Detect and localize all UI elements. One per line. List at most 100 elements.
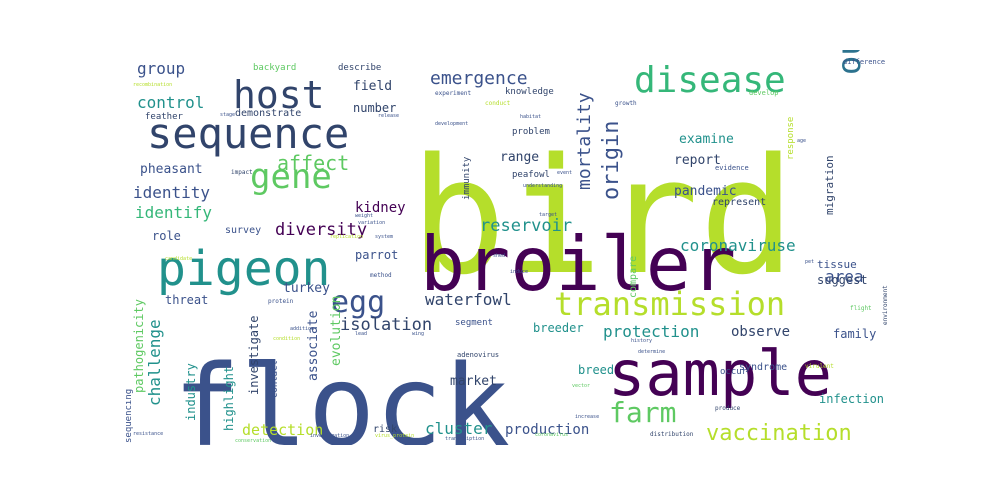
word-pandemic: pandemic [674,184,737,199]
word-highlight: highlight [222,366,236,431]
word-system: system [375,234,393,240]
word-occur: occur [720,367,748,377]
word-migration: migration [823,155,836,215]
word-identity: identity [133,183,210,202]
word-challenge: challenge [145,319,164,406]
word-represent: represent [712,197,766,208]
word-production: production [505,422,589,438]
word-difference: difference [843,58,885,66]
word-response: response [786,117,796,160]
word-breeder: breeder [533,321,584,335]
word-candidate: candidate [165,256,192,262]
word-cloud-canvas: bird flock broiler sample pigeon sequencehost… [125,50,895,445]
word-syndrome: syndrome [739,362,787,373]
word-growth: growth [615,100,637,107]
word-isolation: isolation [340,315,432,335]
word-demonstrate: demonstrate [235,108,301,119]
word-stage: stage [220,112,235,118]
word-mortality: mortality [574,92,595,190]
word-waterfowl: waterfowl [425,290,512,309]
word-adenovirus: adenovirus [457,351,499,359]
word-characterize: characterize [893,116,895,195]
word-transcription: transcription [445,436,484,442]
word-pathogenicity: pathogenicity [132,299,146,393]
word-virulent: virulent [805,363,834,370]
word-farm: farm [609,396,676,429]
word-target: target [539,212,557,218]
word-produce: produce [715,405,741,412]
word-infection: infection [819,392,884,406]
word-outbreak: outbreak [830,50,868,75]
word-evolution: evolution [329,296,344,366]
word-feather: feather [145,112,184,122]
word-risk: risk [373,424,397,435]
word-vector: vector [572,383,590,389]
word-examine: examine [679,132,734,147]
word-broiler: broiler [420,220,736,308]
word-breed: breed [578,363,614,377]
word-report: report [674,153,721,168]
word-environment: environment [882,285,889,325]
word-industry: industry [184,363,198,421]
word-development: development [435,121,468,127]
word-turkey: turkey [283,281,330,296]
word-variation: variation [358,220,385,226]
word-segment: segment [455,318,493,328]
word-experiment: experiment [435,90,472,97]
word-gene: gene [250,157,332,197]
word-pet: pet [805,259,814,265]
word-parrot: parrot [355,248,398,262]
word-conduct: conduct [485,100,511,107]
word-coronaviruse: coronaviruse [680,236,796,255]
word-shed: shed [493,253,505,259]
word-describe: describe [338,63,381,73]
word-impact: impact [231,169,253,176]
word-reservoir: reservoir [480,216,572,236]
word-problem: problem [512,127,550,137]
word-age: age [797,138,806,144]
word-pigeon: pigeon [157,241,330,297]
word-peafowl: peafowl [512,170,550,180]
word-sample: sample [608,337,832,410]
word-replication: replication [330,234,363,240]
word-cloud: bird flock broiler sample pigeon sequence host… [125,50,895,445]
word-increase: increase [575,414,599,420]
word-understanding: understanding [523,183,562,189]
word-origin: origin [599,121,624,200]
word-knowledge: knowledge [505,87,554,97]
word-backyard: backyard [253,63,296,73]
word-disease: disease [634,60,786,101]
word-history: history [631,338,652,344]
word-transmission: transmission [554,285,785,323]
word-compare: compare [628,256,639,298]
word-vaccination: vaccination [706,421,852,445]
word-number: number [353,101,396,115]
word-investigation: investigation [310,433,349,439]
word-identify: identify [135,203,212,222]
word-suggest: suggest [817,273,868,287]
word-protection: protection [603,322,699,341]
word-affect: affect [277,151,349,175]
word-condition: condition [273,336,300,342]
word-family: family [833,327,876,341]
word-conservation: conservation [235,438,271,444]
word-detection: detection [242,421,323,439]
word-control: control [137,93,204,112]
word-sequencing: sequencing [125,389,134,443]
word-contact: contact [270,360,280,398]
word-determine: determine [638,349,665,355]
word-addition: addition [290,326,314,332]
word-distribution: distribution [650,431,694,438]
word-weight: weight [355,213,373,219]
word-evidence: evidence [715,164,749,172]
word-survey: survey [225,225,261,236]
word-pheasant: pheasant [140,162,203,177]
word-virus-protein: virus_protein [375,433,414,439]
word-tissue: tissue [817,258,857,271]
word-cluster: cluster [425,419,493,438]
word-range: range [500,150,539,165]
word-kidney: kidney [355,200,406,216]
word-role: role [152,229,181,243]
word-recombination: recombination [133,82,172,88]
word-flock: flock [173,342,510,445]
